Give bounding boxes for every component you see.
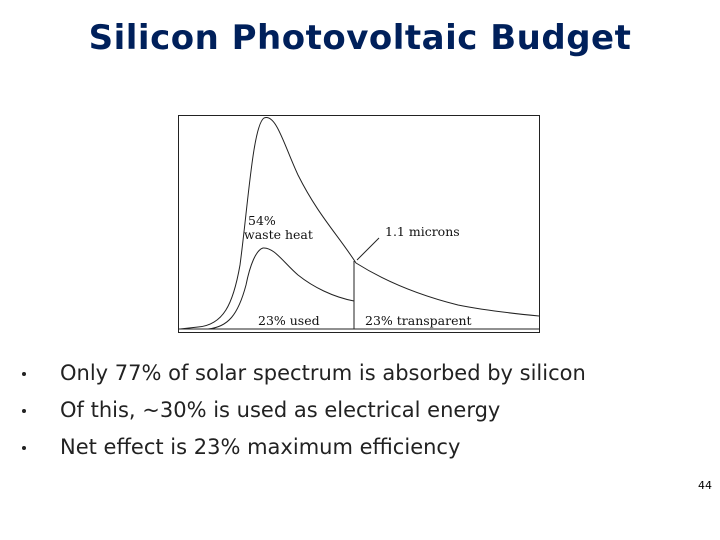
bullet-item: Only 77% of solar spectrum is absorbed b…	[22, 358, 586, 395]
bullet-text: Of this, ~30% is used as electrical ener…	[60, 398, 501, 422]
solar-spectrum-curve	[179, 117, 540, 330]
bullet-item: Of this, ~30% is used as electrical ener…	[22, 395, 586, 432]
transparent-label: 23% transparent	[365, 313, 472, 328]
bullet-dot-icon	[22, 372, 26, 376]
waste-heat-label: waste heat	[244, 227, 313, 242]
waste-heat-percent-label: 54%	[248, 213, 276, 228]
spectrum-diagram: 54% waste heat 1.1 microns 23% used 23% …	[178, 115, 540, 333]
figure-frame	[178, 115, 540, 333]
bullet-text: Net effect is 23% maximum efficiency	[60, 435, 461, 459]
cutoff-pointer	[356, 237, 380, 261]
bullet-dot-icon	[22, 409, 26, 413]
used-energy-curve	[207, 247, 355, 330]
used-label: 23% used	[258, 313, 320, 328]
slide-title: Silicon Photovoltaic Budget	[88, 18, 632, 58]
cutoff-label: 1.1 microns	[385, 224, 460, 239]
solar-spectrum-figure: 54% waste heat 1.1 microns 23% used 23% …	[178, 115, 540, 333]
bullet-text: Only 77% of solar spectrum is absorbed b…	[60, 361, 586, 385]
bullet-item: Net effect is 23% maximum efficiency	[22, 432, 586, 469]
page-number: 44	[698, 479, 712, 492]
bullet-list: Only 77% of solar spectrum is absorbed b…	[22, 358, 586, 469]
bullet-dot-icon	[22, 446, 26, 450]
